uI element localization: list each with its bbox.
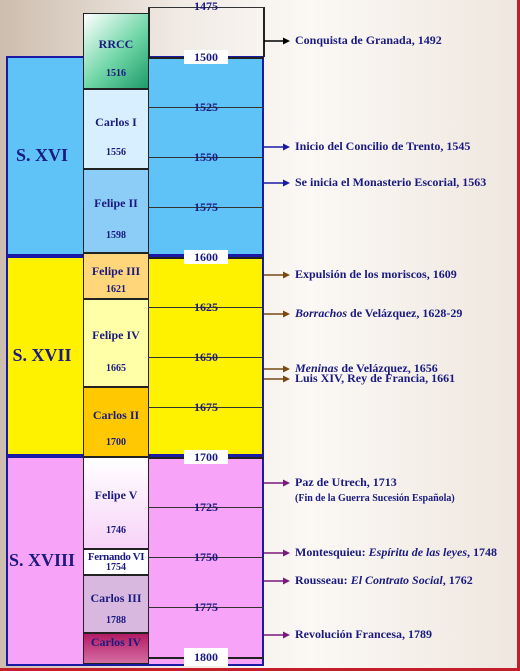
event-label: Conquista de Granada, 1492 — [295, 33, 442, 48]
event-arrow-head — [283, 549, 290, 557]
event-text-part: Montesquieu: — [295, 545, 369, 559]
scale-tick: 1550 — [194, 150, 218, 164]
scale-line — [148, 307, 264, 308]
scale-line — [148, 507, 264, 508]
event-text-italic: Borrachos — [295, 306, 348, 320]
event-text-italic: Espíritu de las leyes — [368, 545, 468, 559]
king-name: Carlos IV — [90, 635, 142, 649]
event-text-part: Luis XIV, Rey de Francia, 1661 — [295, 371, 456, 385]
scale-line — [148, 7, 264, 8]
scale-tick: 1725 — [194, 500, 218, 514]
scale-tick: 1800 — [184, 648, 228, 666]
king-name: Carlos II — [92, 408, 140, 423]
reign-box — [83, 549, 149, 575]
event-text-part: Se inicia el Monasterio Escorial, 1563 — [295, 175, 487, 189]
event-arrow-head — [283, 365, 290, 373]
event-label: Montesquieu: Espíritu de las leyes, 1748 — [295, 545, 497, 560]
event-arrow-head — [283, 37, 290, 45]
century-label: S. XVI — [15, 145, 68, 165]
reign-box — [83, 457, 149, 549]
scale-tick: 1750 — [194, 550, 218, 564]
reign-box — [83, 575, 149, 633]
century-label: S. XVIII — [8, 550, 76, 570]
king-name: Felipe II — [94, 196, 138, 211]
event-label: Meninas de Velázquez, 1656 — [295, 361, 438, 376]
reign-box — [83, 633, 149, 664]
scale-tick: 1500 — [184, 50, 228, 64]
scale-line — [148, 357, 264, 358]
event-arrow-head — [283, 271, 290, 279]
event-text-part: Rousseau: — [295, 573, 351, 587]
event-text-part: , 1762 — [442, 573, 473, 587]
scale-tick: 1575 — [194, 200, 218, 214]
reign-box — [83, 169, 149, 253]
reign-box — [83, 89, 149, 169]
king-year: 1621 — [106, 283, 126, 295]
event-text-part: Conquista de Granada, 1492 — [295, 33, 442, 47]
event-label: Se inicia el Monasterio Escorial, 1563 — [295, 175, 486, 190]
king-name: Carlos I — [95, 114, 137, 129]
event-label: Revolución Francesa, 1789 — [295, 627, 432, 642]
event-label: Luis XIV, Rey de Francia, 1661 — [295, 371, 455, 386]
king-name: Felipe V — [94, 487, 138, 502]
reign-box — [83, 253, 149, 299]
event-label: Rousseau: El Contrato Social, 1762 — [295, 573, 473, 588]
king-year: 1598 — [106, 230, 126, 242]
event-text-part: de Velázquez, 1628-29 — [347, 306, 463, 320]
event-label: Borrachos de Velázquez, 1628-29 — [295, 306, 462, 321]
king-name: Felipe IV — [92, 327, 140, 342]
event-arrow-head — [283, 143, 290, 151]
scale-tick: 1775 — [194, 600, 218, 614]
scale-tick: 1700 — [184, 450, 228, 464]
scale-tick: 1625 — [194, 300, 218, 314]
king-year: 1788 — [106, 615, 126, 627]
reign-box — [83, 299, 149, 387]
event-arrow-head — [283, 631, 290, 639]
king-name: Carlos III — [90, 591, 142, 606]
scale-line — [148, 557, 264, 558]
event-arrow-head — [283, 479, 290, 487]
event-text-part: Paz de Utrech, 1713 — [295, 475, 397, 489]
reign-box — [83, 387, 149, 457]
event-label: Paz de Utrech, 1713 (Fin de la Guerra Suc… — [295, 475, 455, 505]
scale-frame-right — [263, 7, 265, 57]
event-text-part: de Velázquez, 1656 — [338, 361, 438, 375]
scale-line — [148, 207, 264, 208]
king-year: 1754 — [106, 562, 126, 573]
scale-tick: 1600 — [184, 250, 228, 264]
king-year: 1665 — [106, 363, 126, 375]
scale-frame-left — [148, 7, 150, 57]
event-text-part: Inicio del Concilio de Trento, 1545 — [295, 139, 471, 153]
event-arrow-head — [283, 179, 290, 187]
scale-line — [148, 407, 264, 408]
event-arrow-head — [283, 577, 290, 585]
king-name: Felipe III — [91, 264, 141, 279]
king-year: 1700 — [106, 437, 126, 448]
king-name: RRCC — [98, 36, 134, 51]
king-year: 1516 — [106, 67, 126, 79]
event-arrow-head — [283, 310, 290, 318]
scale-line — [148, 107, 264, 108]
king-year: 1556 — [106, 147, 126, 158]
event-label: Inicio del Concilio de Trento, 1545 — [295, 139, 470, 154]
event-text-part: , 1748 — [467, 545, 498, 559]
event-label: Expulsión de los moriscos, 1609 — [295, 267, 457, 282]
scale-tick: 1650 — [194, 350, 218, 364]
scale-tick: 1475 — [194, 0, 218, 13]
event-arrow-head — [283, 375, 290, 383]
century-label: S. XVII — [12, 345, 72, 365]
king-name: Fernando VI — [87, 551, 145, 563]
event-text-italic: Meninas — [295, 361, 339, 375]
event-subtext: (Fin de la Guerra Sucesión Española) — [295, 493, 455, 504]
event-text-italic: El Contrato Social — [350, 573, 443, 587]
scale-tick: 1525 — [194, 100, 218, 114]
scale-line — [148, 607, 264, 608]
scale-tick: 1675 — [194, 400, 218, 414]
event-text-part: Expulsión de los moriscos, 1609 — [295, 267, 457, 281]
scale-line — [148, 157, 264, 158]
king-year: 1746 — [106, 524, 126, 536]
event-text-part: Revolución Francesa, 1789 — [295, 627, 432, 641]
